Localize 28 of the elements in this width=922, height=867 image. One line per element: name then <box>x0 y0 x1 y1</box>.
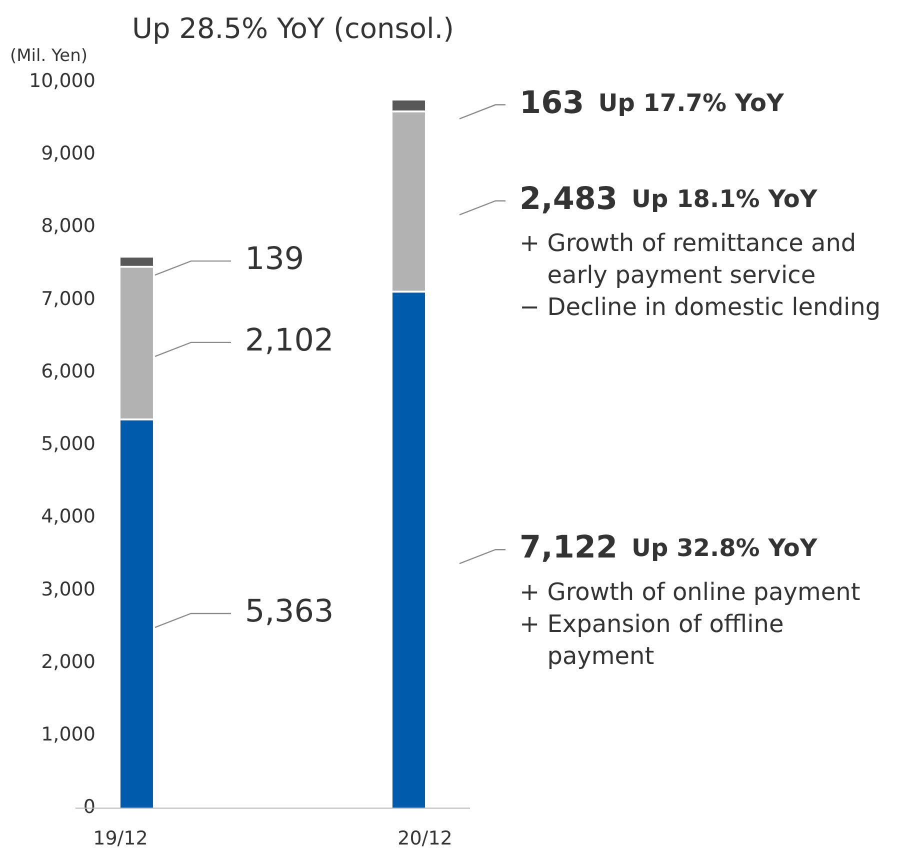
y-tick-label: 2,000 <box>41 650 96 673</box>
text: + Expansion of offline payment <box>520 610 784 670</box>
text: Up 18.1% YoY <box>632 185 818 214</box>
text: + Growth of remittance and early payment service <box>520 229 856 290</box>
y-tick-label: 5,000 <box>41 433 96 456</box>
x-tick-label: 20/12 <box>398 828 452 850</box>
data-label: 2,483 <box>520 180 618 217</box>
data-label: 2,102 <box>244 322 334 358</box>
y-tick-label: 7,000 <box>41 288 96 310</box>
text: + Growth of online payment <box>520 578 860 606</box>
y-tick-label: 4,000 <box>41 506 96 528</box>
y-tick-label: 8,000 <box>41 215 96 238</box>
x-tick-label: 19/12 <box>93 828 148 850</box>
y-axis-title: (Mil. Yen) <box>10 46 88 66</box>
data-label: 5,363 <box>244 594 334 630</box>
data-label: 139 <box>244 241 304 278</box>
chart-title: Up 28.5% YoY (consol.) <box>132 12 454 45</box>
data-label: 163 <box>520 84 584 121</box>
text: Up 17.7% YoY <box>598 89 785 117</box>
y-tick-label: 3,000 <box>41 578 96 600</box>
y-tick-label: 1,000 <box>41 724 96 746</box>
y-tick-label: 10,000 <box>28 70 96 92</box>
y-tick-label: 6,000 <box>41 360 96 382</box>
text: − Decline in domestic lending <box>520 293 881 322</box>
y-tick-label: 9,000 <box>41 142 96 165</box>
text: Up 32.8% YoY <box>632 534 818 562</box>
data-label: 7,122 <box>520 530 618 566</box>
y-tick-label: 0 <box>83 796 96 818</box>
